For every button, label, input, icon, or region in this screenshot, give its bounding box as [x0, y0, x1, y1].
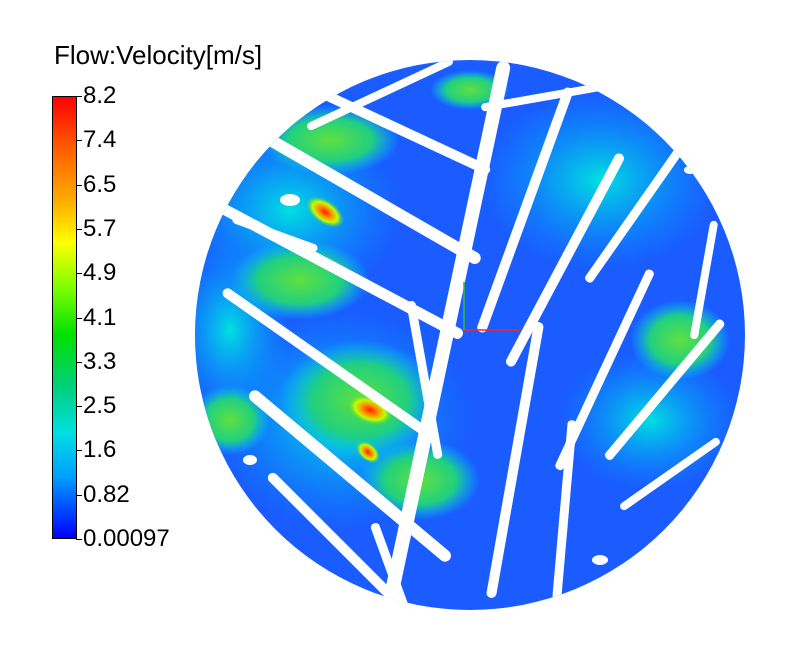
colorbar-tick-label: 3.3 — [83, 347, 117, 375]
colorbar-tick-mark — [76, 273, 82, 275]
colorbar-tick-mark — [76, 228, 82, 230]
colorbar-tick-mark — [76, 450, 82, 452]
colorbar-tick-label: 4.9 — [83, 259, 117, 287]
colorbar-tick-label: 1.6 — [83, 436, 117, 464]
colorbar-tick-label: 6.5 — [83, 170, 117, 198]
colorbar-tick-label: 8.2 — [83, 82, 117, 109]
colorbar-tick-label: 0.00097 — [83, 525, 170, 552]
colorbar-tick-label: 4.1 — [83, 303, 117, 331]
colorbar-tick-label: 5.7 — [83, 214, 117, 242]
colorbar-tick-mark — [76, 494, 82, 496]
colorbar-tick-label: 2.5 — [83, 392, 117, 420]
axis-triad — [463, 282, 522, 331]
colorbar-tick-mark — [76, 361, 82, 363]
colorbar-tick-mark — [76, 96, 82, 97]
colorbar-tick-mark — [76, 406, 82, 408]
colorbar-tick-mark — [76, 140, 82, 142]
colorbar-tick-label: 0.82 — [83, 480, 130, 508]
colorbar-tick-label: 7.4 — [83, 126, 117, 154]
high-velocity-regions — [195, 70, 730, 520]
colorbar-tick-mark — [76, 539, 82, 540]
colorbar — [52, 96, 77, 539]
solid-fibers — [196, 60, 725, 610]
colorbar-tick-mark — [76, 184, 82, 186]
legend-title: Flow:Velocity[m/s] — [54, 40, 263, 70]
colorbar-tick-mark — [76, 317, 82, 319]
flow-domain — [195, 60, 745, 610]
